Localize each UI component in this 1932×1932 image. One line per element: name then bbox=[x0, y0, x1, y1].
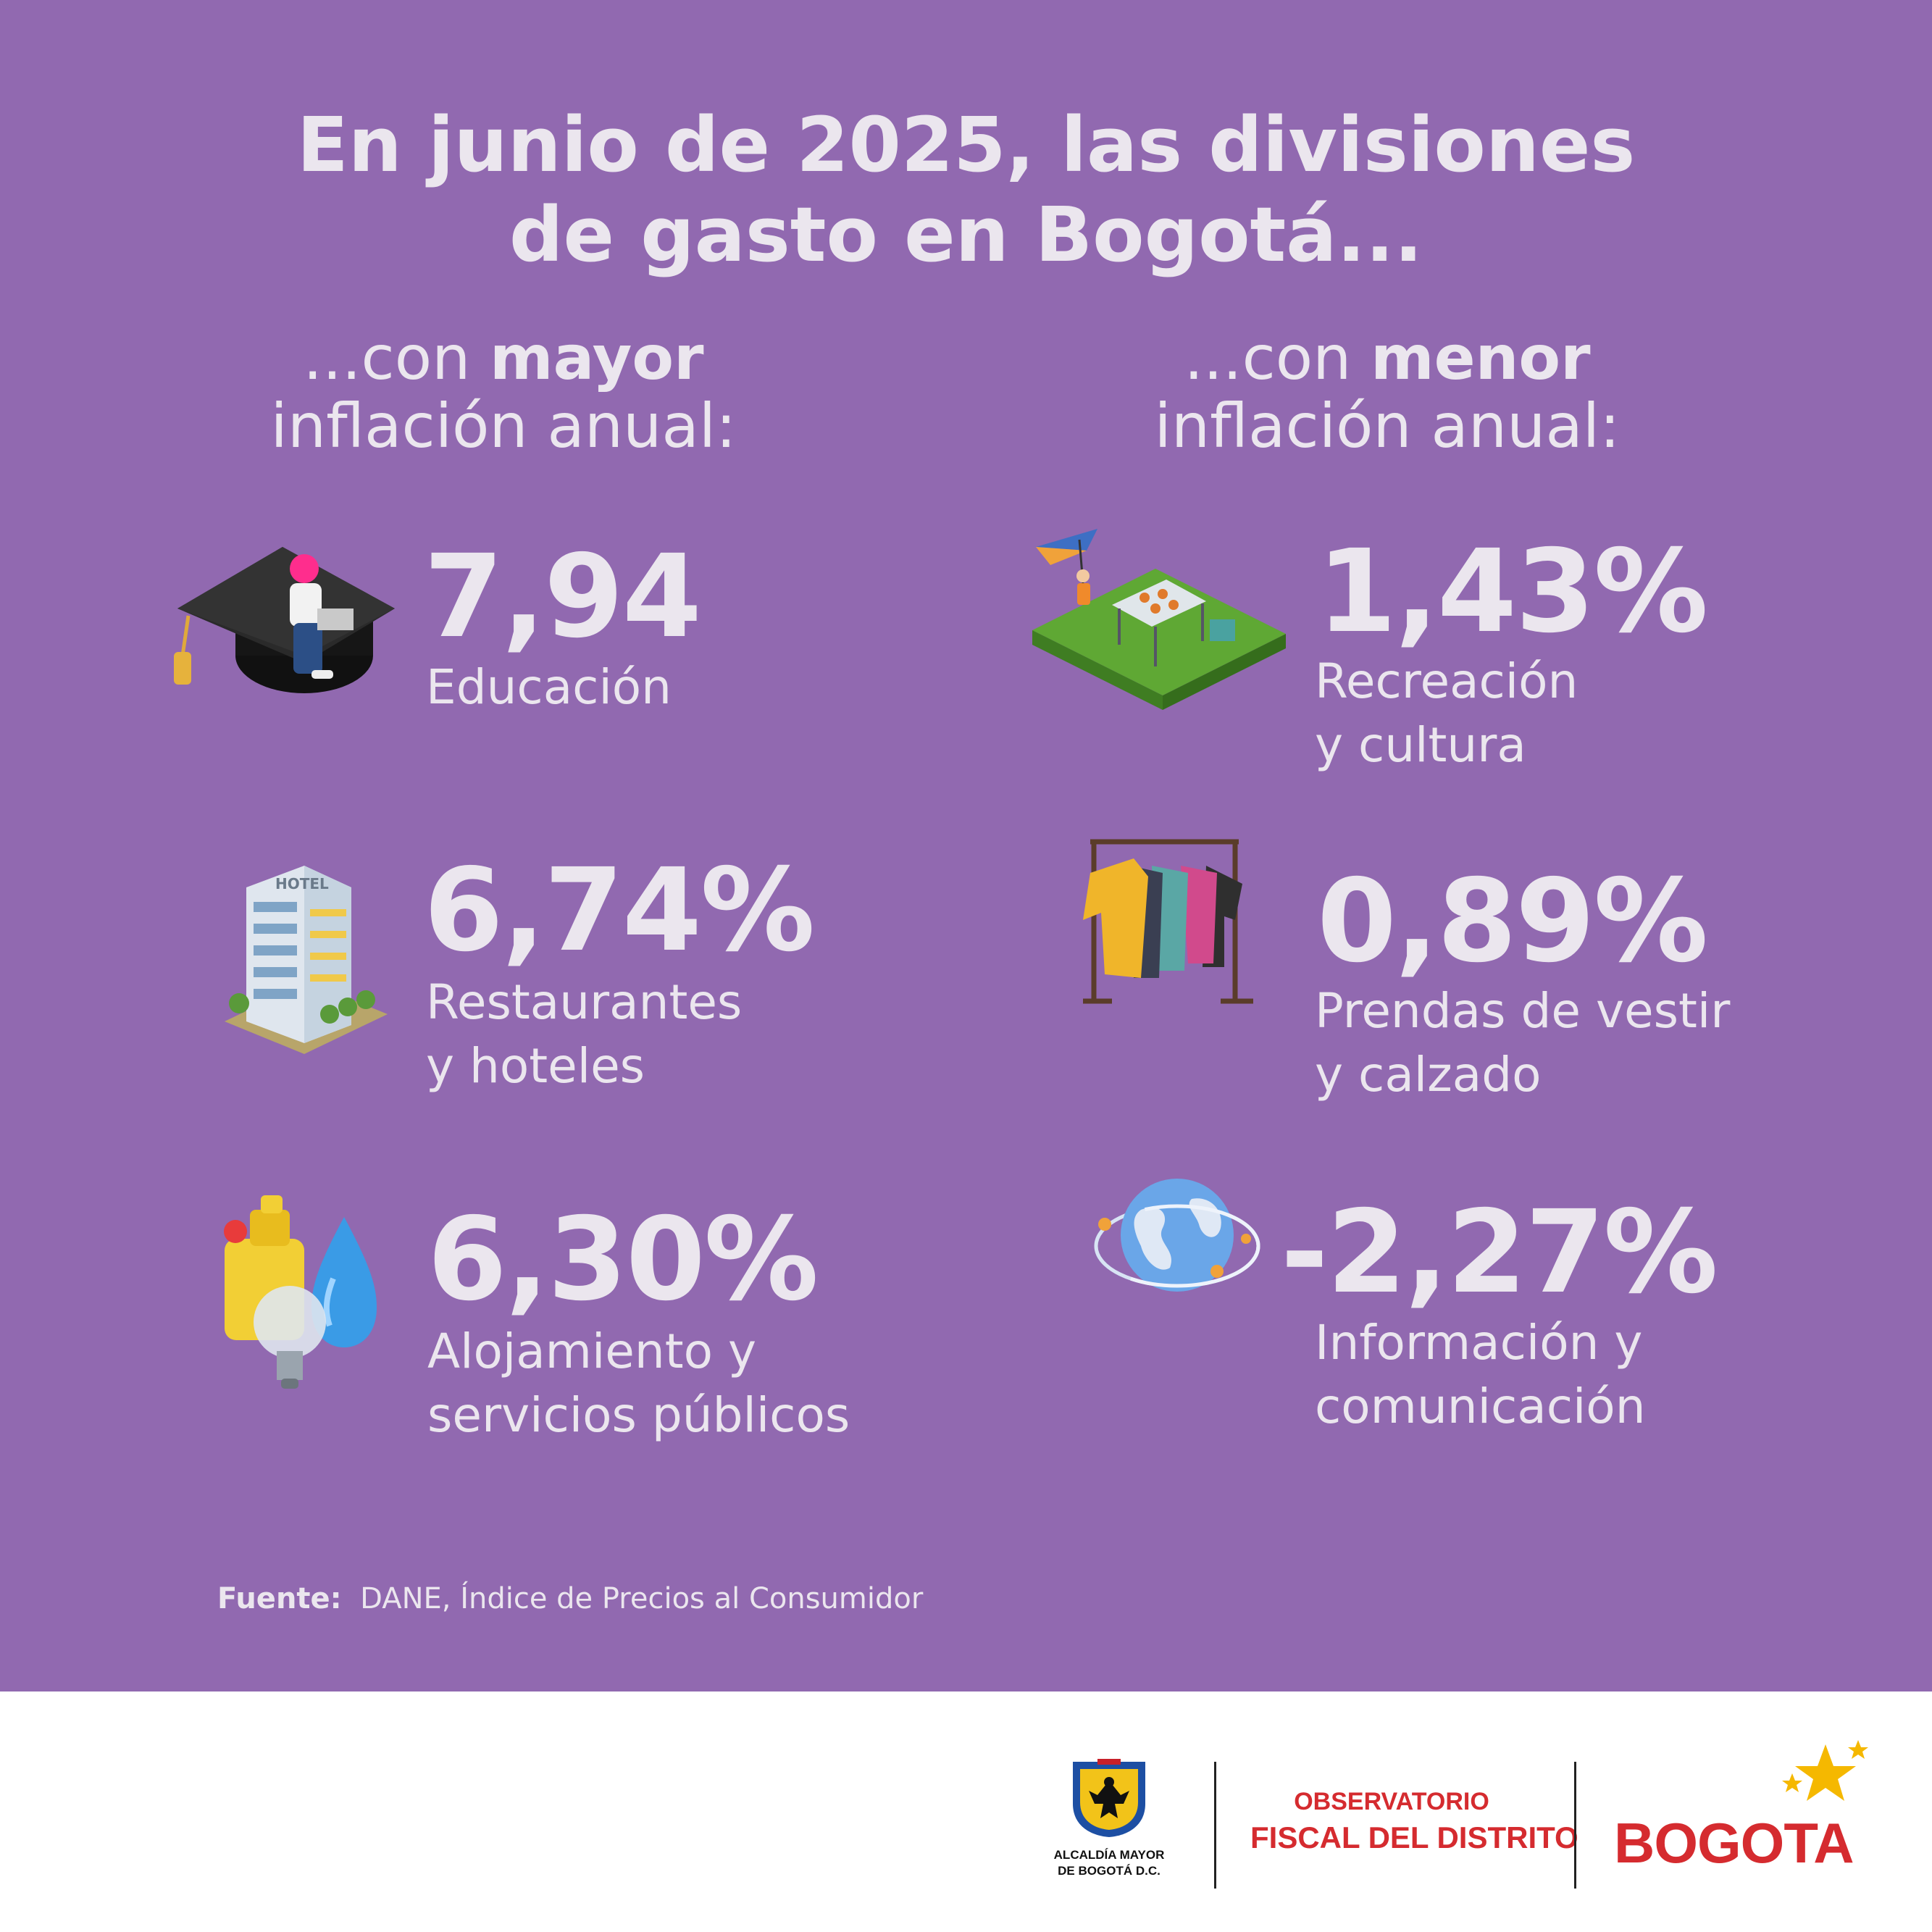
label-alojamiento-2: servicios públicos bbox=[427, 1387, 850, 1443]
value-alojamiento: 6,30% bbox=[427, 1193, 819, 1326]
footer-logo-bar bbox=[0, 1691, 1932, 1932]
infographic-panel bbox=[0, 0, 1932, 1691]
label-prendas-2: y calzado bbox=[1315, 1047, 1542, 1103]
label-alojamiento-1: Alojamiento y bbox=[427, 1323, 757, 1379]
label-restaurantes-1: Restaurantes bbox=[426, 974, 743, 1030]
right-column-heading-line-2: inflación anual: bbox=[1154, 390, 1621, 461]
logo-divider-1 bbox=[1214, 1762, 1216, 1889]
label-informacion-1: Información y bbox=[1315, 1315, 1643, 1371]
value-recreacion: 1,43% bbox=[1317, 525, 1708, 658]
clothes-rack-icon bbox=[1083, 839, 1253, 1004]
observatorio-logo-line-1: OBSERVATORIO bbox=[1294, 1788, 1489, 1815]
page-title-line-1: En junio de 2025, las divisiones bbox=[296, 101, 1636, 189]
page-title-line-2: de gasto en Bogotá... bbox=[509, 191, 1423, 279]
right-column-heading: ...con menor bbox=[1184, 322, 1591, 393]
left-column-heading-line-2: inflación anual: bbox=[270, 390, 737, 461]
left-column-heading: ...con mayor bbox=[303, 322, 704, 393]
label-recreacion-1: Recreación bbox=[1315, 653, 1578, 709]
globe-network-icon bbox=[1094, 1179, 1260, 1292]
label-restaurantes-2: y hoteles bbox=[426, 1038, 645, 1094]
label-prendas-1: Prendas de vestir bbox=[1315, 983, 1731, 1039]
graduation-cap-icon bbox=[174, 547, 395, 693]
alcaldia-coat-of-arms-logo bbox=[1073, 1759, 1145, 1837]
logo-divider-2 bbox=[1574, 1762, 1576, 1889]
svg-text:HOTEL: HOTEL bbox=[275, 875, 329, 892]
label-educacion: Educación bbox=[426, 659, 672, 715]
value-educacion: 7,94 bbox=[424, 530, 702, 664]
label-recreacion-2: y cultura bbox=[1315, 717, 1526, 773]
observatorio-logo-line-2: FISCAL DEL DISTRITO bbox=[1250, 1820, 1578, 1854]
label-informacion-2: comunicación bbox=[1315, 1379, 1646, 1434]
source-note: Fuente: DANE, Índice de Precios al Consu… bbox=[217, 1582, 924, 1615]
park-recreation-icon bbox=[1032, 529, 1286, 710]
bogota-logo-text: BOGOTA bbox=[1614, 1811, 1854, 1875]
value-prendas: 0,89% bbox=[1317, 855, 1708, 988]
bogota-stars-icon bbox=[1782, 1740, 1868, 1801]
value-restaurantes: 6,74% bbox=[424, 844, 815, 977]
value-informacion: -2,27% bbox=[1281, 1186, 1718, 1319]
hotel-building-icon: HOTEL bbox=[225, 866, 388, 1054]
utilities-icon bbox=[224, 1195, 377, 1389]
alcaldia-logo-text: ALCALDÍA MAYOR DE BOGOTÁ D.C. bbox=[1053, 1848, 1165, 1878]
